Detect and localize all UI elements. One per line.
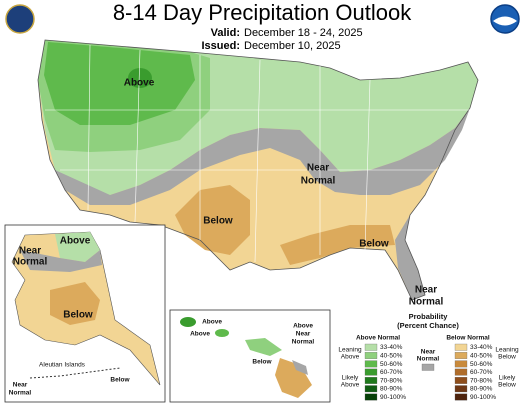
conus-below-40-southeast bbox=[280, 225, 395, 265]
alaska-below-40 bbox=[50, 282, 100, 325]
conus bbox=[37, 39, 479, 301]
legend-level: 90-100% bbox=[380, 394, 406, 401]
conus-label: Near bbox=[415, 285, 437, 296]
alaska-label: Below bbox=[63, 310, 93, 321]
hawaii-big-island bbox=[275, 358, 312, 398]
legend-swatch bbox=[454, 393, 468, 401]
legend-swatch bbox=[454, 368, 468, 376]
legend-swatch bbox=[454, 352, 468, 359]
legend-swatch bbox=[454, 343, 468, 351]
legend-level: 60-70% bbox=[380, 369, 403, 376]
legend-note: Above bbox=[341, 382, 360, 389]
legend-swatch bbox=[364, 343, 378, 351]
hawaii-label: Near bbox=[296, 331, 311, 338]
legend-note: Below bbox=[498, 354, 516, 361]
alaska-label: Below bbox=[110, 377, 130, 384]
hawaii-label: Above bbox=[202, 319, 222, 326]
conus-label: Near bbox=[307, 163, 329, 174]
alaska-label: Normal bbox=[9, 390, 32, 397]
legend-swatch bbox=[364, 385, 378, 393]
hawaii-label: Below bbox=[252, 359, 272, 366]
legend-note: Likely bbox=[342, 375, 359, 382]
legend-heading: Normal bbox=[417, 356, 440, 363]
legend-level: 50-60% bbox=[470, 361, 493, 368]
legend-swatch bbox=[364, 377, 378, 384]
issued-label: Issued: bbox=[201, 40, 240, 52]
legend-note: Leaning bbox=[338, 347, 362, 354]
conus-outline bbox=[37, 39, 479, 301]
commerce-logo bbox=[5, 4, 35, 34]
legend-level: 33-40% bbox=[380, 344, 403, 351]
legend-level: 90-100% bbox=[470, 394, 496, 401]
noaa-logo-bird bbox=[493, 16, 517, 26]
alaska-label: Near bbox=[19, 246, 41, 257]
legend-title: Probability bbox=[409, 312, 449, 321]
hawaii-near bbox=[292, 360, 308, 375]
conus-label: Above bbox=[124, 78, 155, 89]
alaska-label: Aleutian Islands bbox=[39, 362, 86, 369]
legend-swatch bbox=[364, 368, 378, 376]
conus-label: Normal bbox=[301, 176, 336, 187]
legend-title: (Percent Chance) bbox=[397, 321, 459, 330]
alaska-label: Near bbox=[13, 382, 28, 389]
conus-above-60 bbox=[128, 68, 152, 88]
alaska-label: Normal bbox=[13, 257, 48, 268]
legend-level: 40-50% bbox=[470, 353, 493, 360]
legend-swatch bbox=[454, 377, 468, 384]
legend-swatch bbox=[454, 385, 468, 393]
issued-date: December 10, 2025 bbox=[244, 40, 341, 52]
alaska-above bbox=[55, 232, 100, 262]
legend-swatch bbox=[421, 363, 435, 371]
aleutian-islands bbox=[29, 367, 121, 379]
legend-note: Below bbox=[498, 382, 516, 389]
conus-above-50 bbox=[44, 42, 195, 125]
title: 8-14 Day Precipitation Outlook bbox=[113, 0, 412, 25]
hawaii-maui bbox=[245, 338, 282, 356]
legend-swatch bbox=[364, 352, 378, 359]
legend-level: 33-40% bbox=[470, 344, 493, 351]
hawaii-label: Above bbox=[190, 331, 210, 338]
legend-level: 60-70% bbox=[470, 369, 493, 376]
alaska-label: Above bbox=[60, 236, 91, 247]
legend-swatch bbox=[364, 360, 378, 368]
legend-note: Leaning bbox=[495, 347, 519, 354]
legend-heading: Above Normal bbox=[356, 335, 400, 342]
legend: Probability (Percent Chance) Above Norma… bbox=[338, 312, 519, 401]
conus-near-florida bbox=[395, 215, 425, 300]
alaska-near bbox=[20, 250, 102, 272]
legend-level: 80-90% bbox=[470, 386, 493, 393]
conus-near-band bbox=[55, 108, 470, 205]
conus-label: Below bbox=[359, 239, 389, 250]
legend-heading: Near bbox=[421, 349, 436, 356]
hawaii-label: Normal bbox=[292, 339, 315, 346]
legend-note: Above bbox=[341, 354, 360, 361]
state-borders bbox=[45, 44, 470, 263]
hawaii-label: Above bbox=[293, 323, 313, 330]
legend-level: 40-50% bbox=[380, 353, 403, 360]
conus-label: Normal bbox=[409, 297, 444, 308]
legend-note: Likely bbox=[499, 375, 516, 382]
legend-level: 70-80% bbox=[380, 377, 403, 384]
legend-swatch bbox=[364, 393, 378, 401]
hawaii-kauai bbox=[180, 317, 196, 327]
legend-swatch bbox=[454, 360, 468, 368]
legend-heading: Below Normal bbox=[446, 335, 490, 342]
hawaii-oahu bbox=[215, 329, 229, 337]
legend-level: 50-60% bbox=[380, 361, 403, 368]
valid-label: Valid: bbox=[211, 27, 240, 39]
legend-level: 70-80% bbox=[470, 377, 493, 384]
legend-level: 80-90% bbox=[380, 386, 403, 393]
valid-dates: December 18 - 24, 2025 bbox=[244, 27, 363, 39]
conus-label: Below bbox=[203, 216, 233, 227]
